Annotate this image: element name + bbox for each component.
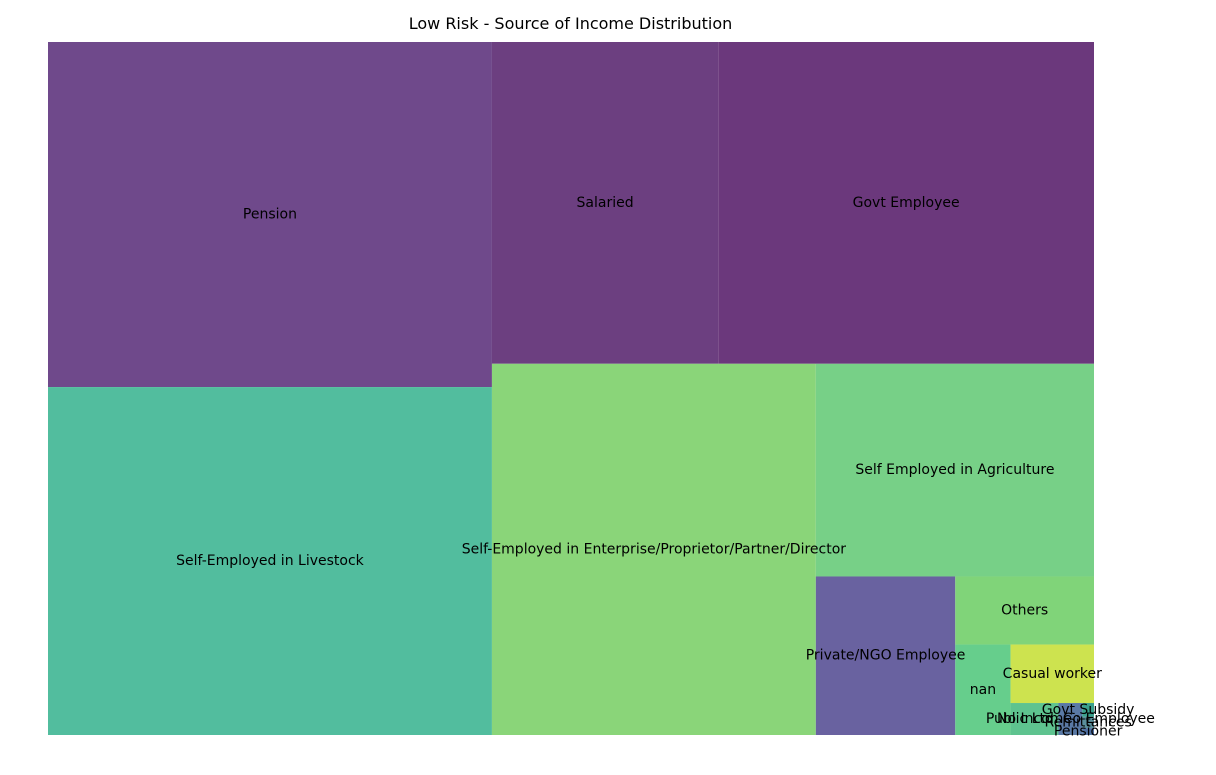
- treemap-label-no-income: No Income: [997, 711, 1072, 727]
- treemap-labels: Pension Self-Employed in Livestock Salarie…: [176, 195, 1155, 740]
- treemap-cell-others: [955, 576, 1094, 645]
- treemap-cell-self-employed-in-agriculture: [815, 363, 1094, 577]
- treemap-cell-pensioner: [1082, 728, 1094, 735]
- treemap-cell-nan: [955, 644, 1011, 735]
- treemap-label-govt-subsidy: Govt Subsidy: [1042, 702, 1135, 718]
- chart-title: Low Risk - Source of Income Distribution: [408, 14, 733, 33]
- treemap-cell-self-employed-in-enterprise-proprietor-partner-director: [491, 363, 816, 735]
- treemap-label-self-employed-in-enterprise-proprietor-partner-director: Self-Employed in Enterprise/Proprietor/P…: [462, 541, 847, 557]
- treemap-label-pension: Pension: [243, 207, 297, 223]
- treemap-cell-govt-employee: [718, 42, 1094, 364]
- treemap-label-nan: nan: [970, 682, 996, 698]
- treemap-label-pensioner: Pensioner: [1054, 724, 1123, 740]
- treemap-label-casual-worker: Casual worker: [1003, 666, 1102, 682]
- treemap-cell-govt-subsidy: [1082, 703, 1094, 717]
- treemap-label-govt-employee: Govt Employee: [853, 195, 960, 211]
- treemap-cell-pension: [48, 42, 492, 388]
- treemap-label-private-ngo-employee: Private/NGO Employee: [806, 648, 966, 664]
- treemap-cell-public-ltd-co-employee: [1058, 703, 1083, 735]
- treemap-label-salaried: Salaried: [577, 195, 634, 211]
- treemap-cell-self-employed-in-livestock: [48, 387, 492, 735]
- treemap-cell-private-ngo-employee: [815, 576, 956, 735]
- treemap-label-self-employed-in-livestock: Self-Employed in Livestock: [176, 553, 365, 569]
- treemap-label-remittances: Remittances: [1044, 714, 1131, 730]
- treemap-label-self-employed-in-agriculture: Self Employed in Agriculture: [855, 462, 1054, 478]
- treemap-label-public-ltd-co-employee: Public Ltd. Co Employee: [986, 711, 1155, 727]
- treemap-cell-no-income: [1010, 703, 1059, 735]
- treemap-cell-salaried: [491, 42, 719, 364]
- treemap-label-others: Others: [1001, 603, 1048, 619]
- treemap-cells: [48, 42, 1094, 735]
- treemap-cell-casual-worker: [1010, 644, 1094, 704]
- treemap-cell-remittances: [1082, 716, 1094, 729]
